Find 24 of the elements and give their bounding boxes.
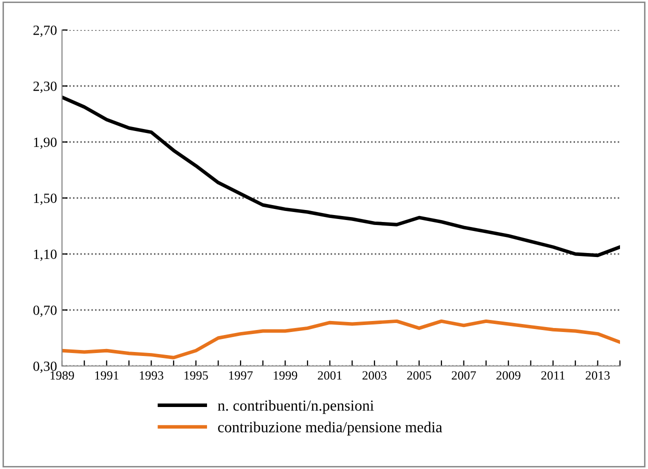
x-tick-label: 1997 <box>229 371 253 380</box>
x-tick-label: 2003 <box>362 371 386 380</box>
y-tick-label: 2,70 <box>33 26 57 37</box>
x-tick-label: 2011 <box>541 371 565 380</box>
x-tick-label: 2009 <box>496 371 520 380</box>
x-tick-label: 2013 <box>586 371 610 380</box>
x-tick-label: 1995 <box>184 371 208 380</box>
x-tick-label: 1999 <box>274 371 298 380</box>
x-tick-label: 2005 <box>407 371 432 380</box>
line-series <box>62 95 620 258</box>
legend-label: n. contribuenti/n.pensioni <box>218 400 374 414</box>
x-tick-label: 2001 <box>318 371 342 380</box>
x-tick-label: 1989 <box>50 371 74 380</box>
y-tick-label: 1,90 <box>34 138 57 149</box>
y-tick-label: 0,30 <box>33 362 57 373</box>
y-tick-label: 1,10 <box>34 250 57 261</box>
y-tick-label: 2,30 <box>33 82 57 93</box>
legend-label: contribuzione media/pensione media <box>218 422 442 436</box>
y-tick-label: 1,50 <box>34 194 57 205</box>
line-series <box>62 319 620 360</box>
x-tick-label: 1991 <box>95 371 118 380</box>
y-tick-label: 0,70 <box>33 306 57 317</box>
x-tick-label: 1993 <box>140 371 164 380</box>
x-tick-label: 2007 <box>452 371 476 380</box>
